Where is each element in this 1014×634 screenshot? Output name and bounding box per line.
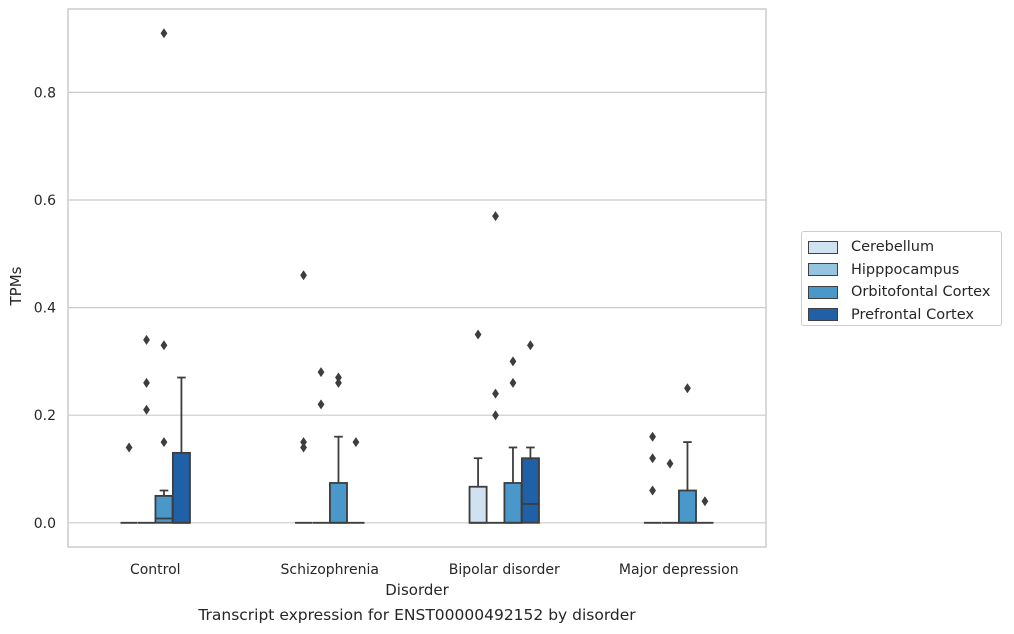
outlier-point — [649, 453, 656, 464]
legend-item-hippocampus: Hipppocampus — [808, 259, 1001, 282]
outlier-point — [492, 410, 499, 421]
outlier-point — [317, 367, 325, 378]
y-tick-label: 0.8 — [34, 85, 56, 101]
outlier-point — [474, 329, 482, 340]
x-tick-label: Bipolar disorder — [449, 562, 560, 578]
outlier-point — [335, 377, 342, 388]
figure-caption: Transcript expression for ENST0000049215… — [198, 606, 636, 624]
outlier-point — [492, 388, 499, 399]
box — [171, 451, 191, 524]
plot-area-frame — [67, 8, 767, 548]
outlier-point — [300, 437, 307, 448]
outlier-point — [649, 485, 656, 496]
y-tick-label: 0.6 — [34, 193, 56, 209]
outlier-point — [160, 28, 168, 39]
outlier-point — [335, 372, 342, 383]
y-tick-label: 0.4 — [34, 301, 56, 317]
x-tick-label: Control — [130, 562, 181, 578]
outlier-point — [143, 377, 150, 388]
box — [468, 485, 488, 524]
legend-swatch — [808, 240, 838, 254]
outlier-point — [352, 437, 360, 448]
legend-label: Prefrontal Cortex — [851, 306, 974, 323]
outlier-point — [666, 458, 674, 469]
legend-label: Cerebellum — [851, 239, 935, 256]
outlier-point — [143, 404, 150, 415]
outlier-point — [300, 270, 307, 281]
outlier-point — [684, 383, 691, 394]
legend-item-orbitofrontal-cortex: Orbitofontal Cortex — [808, 281, 1001, 304]
outlier-point — [160, 437, 168, 448]
x-tick-label: Schizophrenia — [281, 562, 379, 578]
chart-legend: Cerebellum Hipppocampus Orbitofontal Cor… — [801, 231, 1002, 326]
outlier-point — [701, 496, 709, 507]
outlier-point — [492, 211, 499, 222]
x-tick-label: Major depression — [619, 562, 739, 578]
x-axis-label: Disorder — [385, 581, 449, 599]
y-axis-label: TPMs — [7, 266, 25, 306]
legend-swatch — [808, 263, 838, 277]
legend-item-cerebellum: Cerebellum — [808, 236, 1001, 259]
legend-label: Orbitofontal Cortex — [851, 284, 991, 301]
outlier-point — [300, 442, 307, 453]
box — [329, 482, 348, 524]
y-tick-label: 0.2 — [34, 408, 56, 424]
axis-tick-labels: 0.0 0.2 0.4 0.6 0.8 Control Schizophrenia Bipol… — [34, 85, 739, 578]
outlier-point — [317, 399, 325, 410]
legend-swatch — [808, 285, 838, 299]
box — [520, 457, 540, 524]
plot-marks — [120, 28, 714, 524]
outlier-point — [509, 356, 517, 367]
legend-label: Hipppocampus — [851, 261, 960, 278]
legend-item-prefrontal-cortex: Prefrontal Cortex — [808, 304, 1001, 327]
outlier-point — [527, 340, 534, 351]
outlier-point — [143, 334, 150, 345]
box — [503, 482, 523, 524]
box — [678, 489, 697, 524]
y-tick-label: 0.0 — [34, 516, 56, 532]
outlier-point — [125, 442, 133, 453]
outlier-point — [649, 431, 656, 442]
outlier-point — [160, 340, 168, 351]
outlier-point — [509, 377, 517, 388]
legend-swatch — [808, 308, 838, 322]
